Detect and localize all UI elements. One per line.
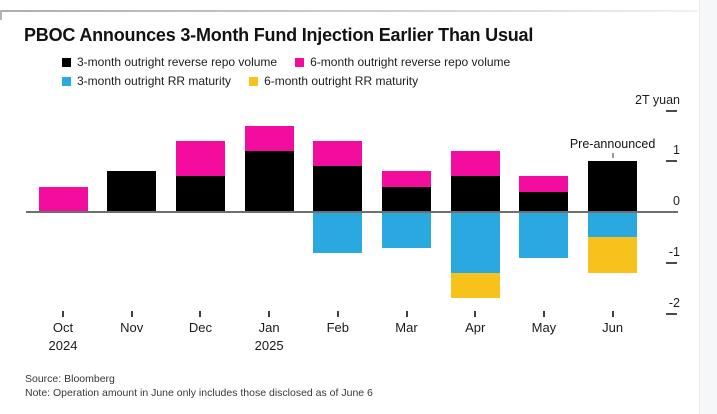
y-axis-tick-label: -2	[668, 295, 680, 310]
legend-swatch-icon	[62, 76, 71, 86]
right-gutter	[699, 0, 717, 414]
y-axis-tick	[666, 109, 677, 112]
bar-segment	[244, 125, 294, 152]
y-axis-tick	[666, 261, 677, 264]
legend-label: 3-month outright reverse repo volume	[77, 55, 278, 69]
legend-item: 6-month outright reverse repo volume	[295, 55, 510, 69]
x-axis-year-label: 2024	[48, 338, 78, 353]
top-rule-divider	[0, 10, 698, 12]
bar-segment	[244, 151, 294, 212]
source-text: Source: Bloomberg	[25, 373, 115, 385]
x-axis-tick	[542, 311, 545, 317]
x-axis-label: Mar	[395, 320, 418, 335]
bar-segment	[588, 161, 638, 212]
legend-swatch-icon	[249, 76, 259, 86]
legend-row: 3-month outright RR maturity 6-month outr…	[62, 74, 510, 88]
legend-item: 3-month outright RR maturity	[62, 74, 231, 88]
bar-segment	[588, 237, 638, 273]
x-axis-tick	[474, 311, 477, 317]
legend-item: 6-month outright RR maturity	[249, 74, 418, 88]
x-axis-tick	[405, 311, 408, 317]
bar-segment	[450, 272, 500, 299]
y-axis-tick	[666, 312, 677, 315]
x-axis-label: Nov	[120, 320, 144, 335]
bar-segment	[382, 186, 431, 212]
bar-segment	[519, 212, 569, 258]
bar-segment	[450, 151, 500, 177]
bar-segment	[175, 176, 225, 212]
bar-segment	[313, 140, 363, 167]
x-axis-label: Oct	[52, 320, 74, 335]
legend-row: 3-month outright reverse repo volume 6-mo…	[62, 55, 510, 69]
x-axis-tick	[130, 311, 133, 317]
y-axis-tick-label: 0	[673, 194, 680, 208]
bar-segment	[588, 212, 638, 238]
bar-segment	[107, 171, 157, 212]
bar-segment	[382, 171, 431, 187]
x-axis-tick	[199, 311, 202, 317]
x-axis-tick	[268, 311, 271, 317]
x-axis-tick	[62, 311, 64, 317]
x-axis-label: Feb	[326, 320, 349, 335]
chart-title: PBOC Announces 3-Month Fund Injection Ea…	[24, 25, 534, 45]
bar-segment	[175, 140, 225, 177]
bar-segment	[450, 176, 500, 212]
x-axis-label: Apr	[465, 320, 486, 335]
legend-item: 3-month outright reverse repo volume	[62, 55, 277, 69]
bar-segment	[519, 176, 569, 192]
y-axis-tick-label: -1	[668, 244, 680, 259]
plot-area: Oct 2024 Nov Dec Jan 2025 Feb Mar Apr May Jun 2T yu…	[26, 92, 680, 353]
annotation-pointer-tick	[611, 153, 614, 158]
x-axis-tick	[611, 311, 614, 317]
legend-swatch-icon	[62, 57, 71, 67]
legend-label: 6-month outright reverse repo volume	[310, 55, 511, 69]
y-axis-tick-label: 1	[673, 143, 680, 158]
bar-segment	[313, 166, 363, 212]
y-axis-tick	[666, 160, 677, 163]
legend-swatch-icon	[295, 57, 305, 67]
x-axis-label: Dec	[188, 320, 212, 335]
bar-segment	[38, 186, 88, 212]
x-axis-label: May	[531, 320, 557, 335]
legend: 3-month outright reverse repo volume 6-mo…	[62, 55, 510, 88]
legend-label: 6-month outright RR maturity	[264, 74, 419, 88]
annotation-pre-announced: Pre-announced	[569, 137, 656, 151]
x-axis-label: Jun	[602, 320, 624, 335]
y-axis-unit-label: 2T yuan	[635, 92, 680, 107]
bar-segment	[450, 212, 500, 273]
legend-label: 3-month outright RR maturity	[77, 74, 232, 88]
zero-axis-line	[26, 211, 678, 213]
bar-segment	[313, 212, 363, 253]
bar-segment	[519, 191, 569, 212]
x-axis-year-label: 2025	[254, 338, 284, 353]
left-edge-mark	[0, 10, 2, 20]
footer: Source: Bloomberg Note: Operation amount…	[25, 373, 373, 400]
bar-segment	[382, 212, 431, 248]
x-axis-label: Jan	[258, 320, 280, 335]
note-text: Note: Operation amount in June only incl…	[25, 386, 373, 399]
x-axis-tick	[336, 311, 339, 317]
